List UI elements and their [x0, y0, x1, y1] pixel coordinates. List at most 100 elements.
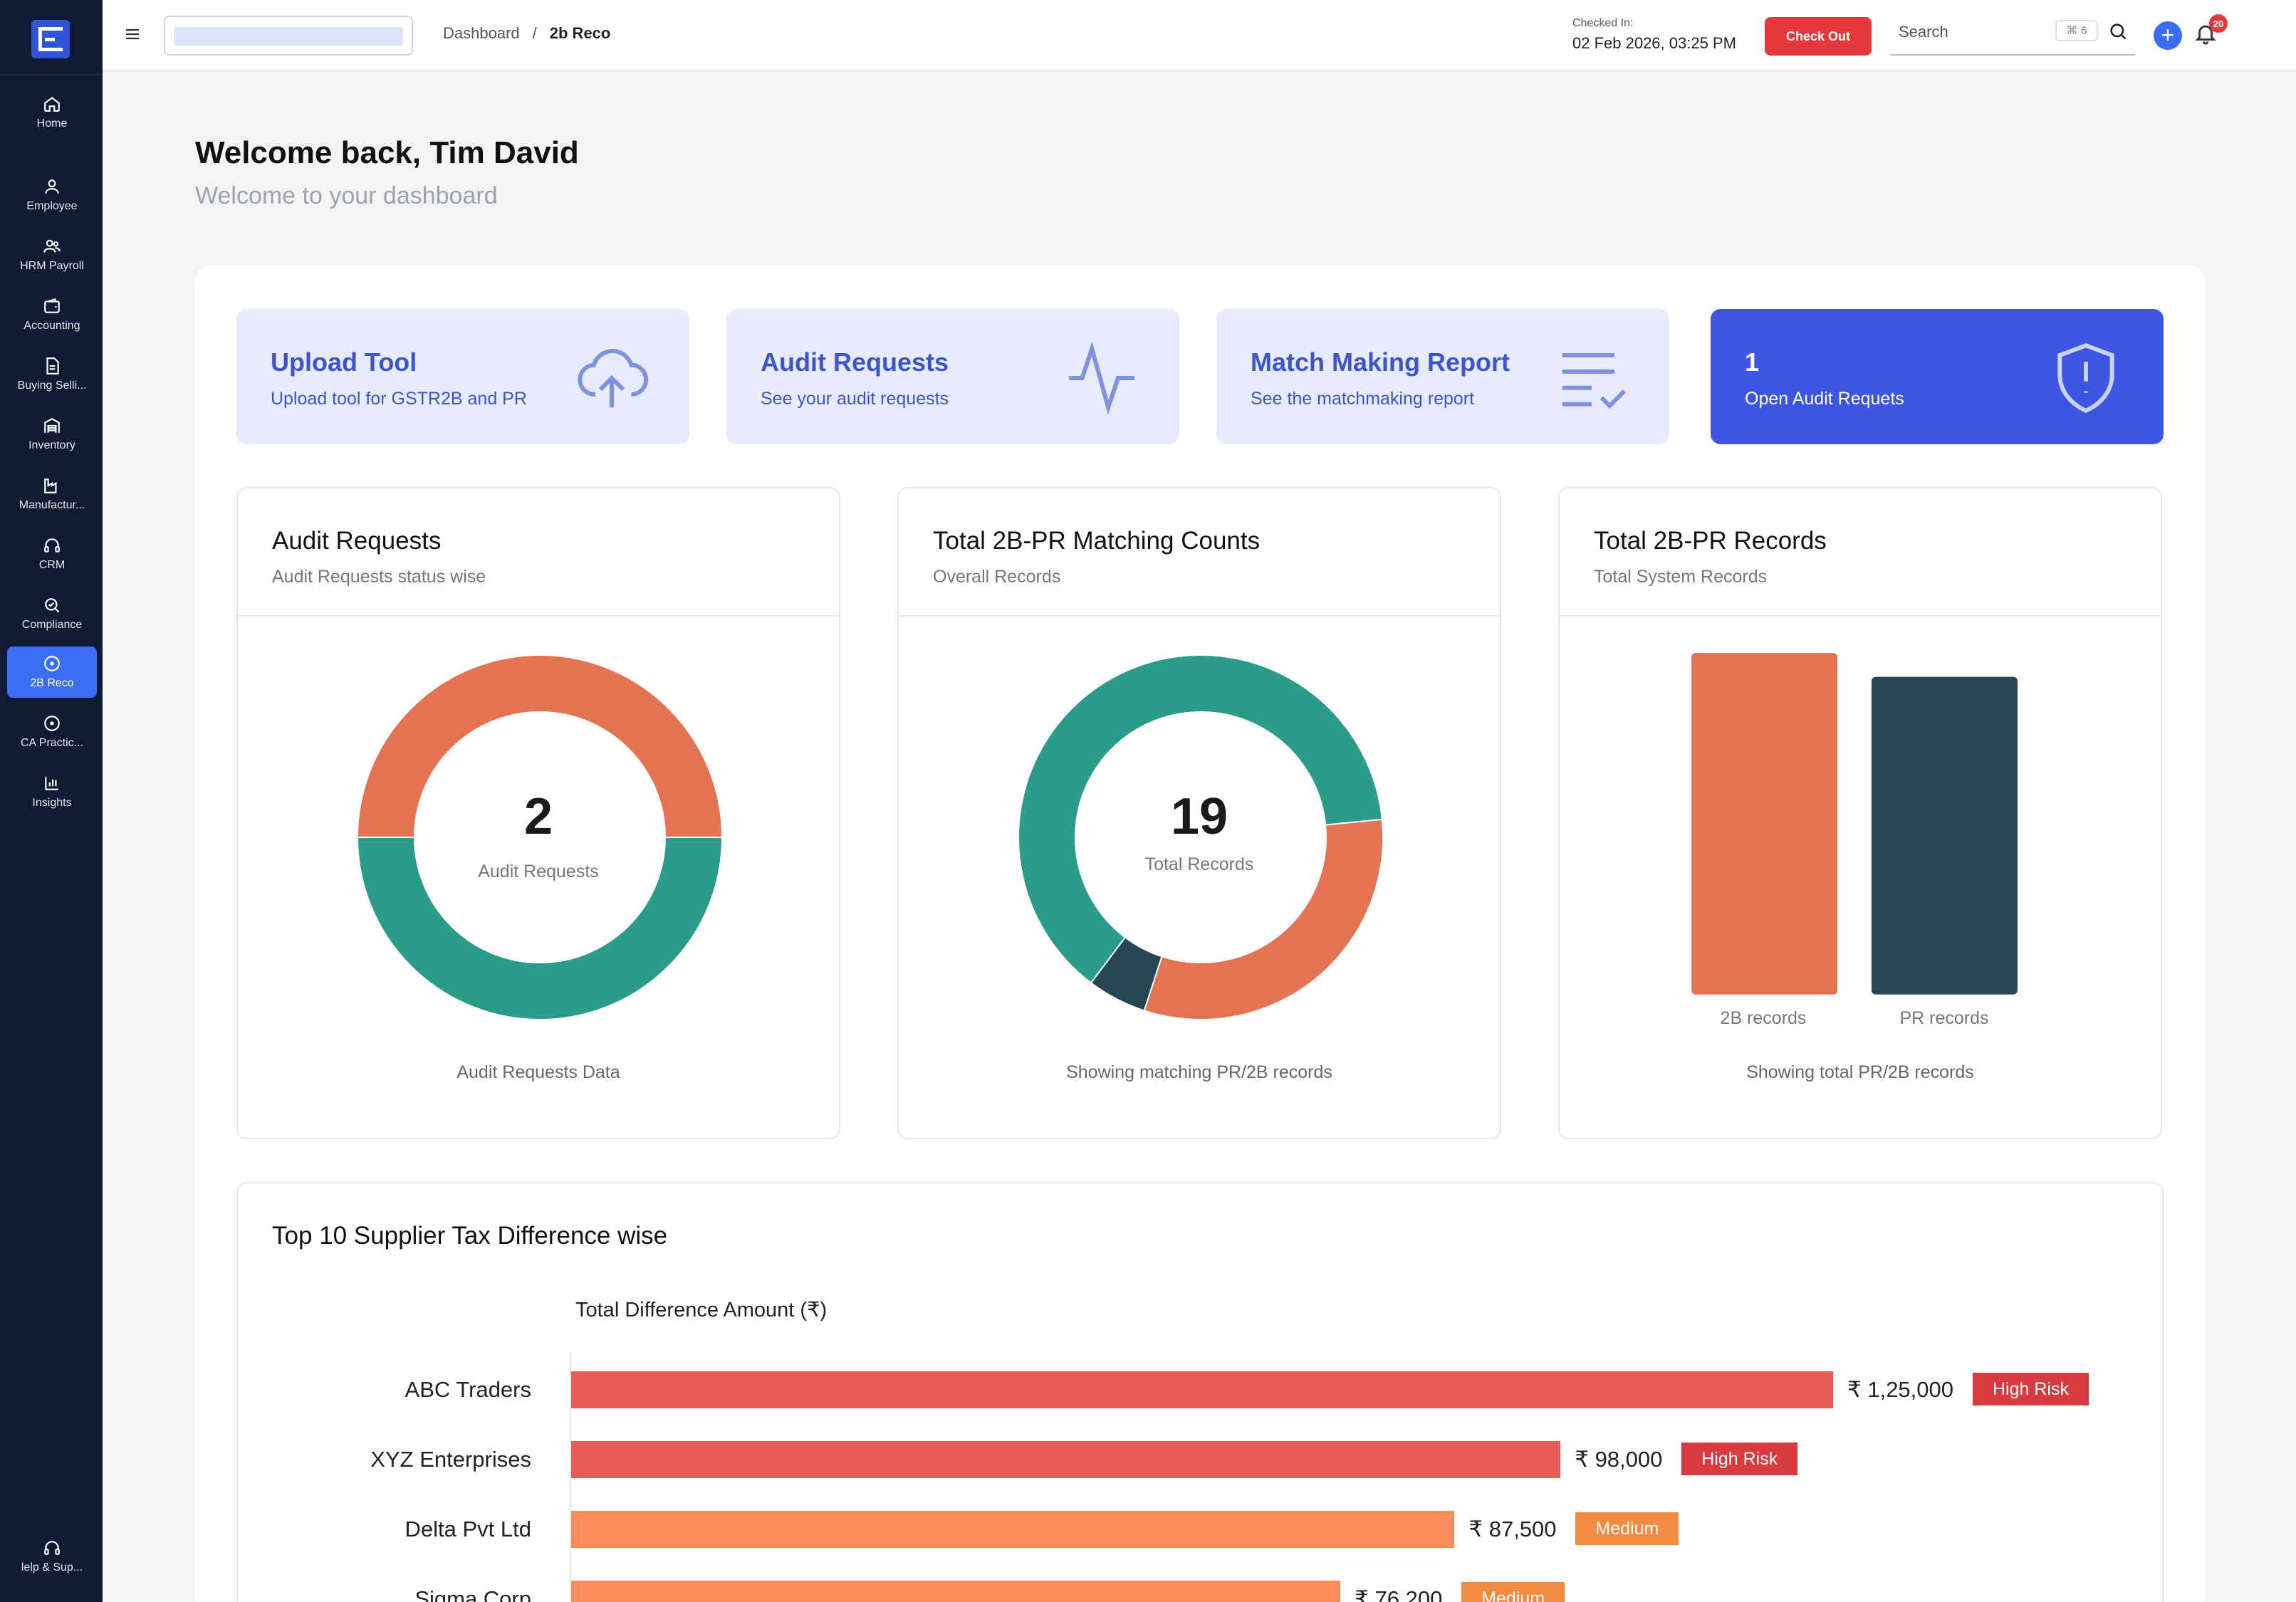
search-icon[interactable]	[2108, 21, 2128, 41]
card-title: Upload Tool	[271, 347, 417, 377]
audit-requests-card[interactable]: Audit Requests See your audit requests	[726, 309, 1179, 444]
card-subtitle: Total System Records	[1594, 567, 1768, 587]
sidebar-item-help-support[interactable]: lelp & Sup...	[7, 1531, 97, 1582]
topbar: Dashboard / 2b Reco Checked In: 02 Feb 2…	[103, 0, 2296, 71]
match-making-report-card[interactable]: Match Making Report See the matchmaking …	[1216, 309, 1669, 444]
card-title: Total 2B-PR Matching Counts	[933, 527, 1261, 555]
sidebar-item-accounting[interactable]: Accounting	[7, 289, 97, 340]
sidebar-item-label: Compliance	[21, 619, 83, 631]
sidebar-item-label: HRM Payroll	[20, 260, 84, 272]
checked-in-time: 02 Feb 2026, 03:25 PM	[1572, 34, 1736, 52]
sidebar-item-label: Manufactur...	[19, 499, 85, 511]
supplier-bar[interactable]	[571, 1581, 1341, 1602]
sidebar-item-manufacturing[interactable]: Manufactur...	[7, 468, 97, 520]
supplier-name: Delta Pvt Ltd	[405, 1517, 531, 1541]
supplier-bar[interactable]	[571, 1441, 1561, 1478]
supplier-amount: ₹ 98,000	[1575, 1447, 1663, 1472]
bell-icon[interactable]	[2193, 21, 2218, 46]
chart-caption: Showing total PR/2B records	[1746, 1062, 1974, 1082]
warehouse-icon	[44, 418, 60, 433]
sidebar: Home Employee HRM Payroll Accounting Buy…	[0, 0, 103, 1602]
open-audit-requests-card[interactable]: 1 Open Audit Requets	[1711, 309, 2164, 444]
app-logo[interactable]	[31, 20, 70, 58]
risk-badge: High Risk	[1681, 1443, 1798, 1475]
open-audit-count: 1	[1745, 347, 1760, 377]
company-selector[interactable]	[164, 16, 413, 56]
circle-dot-icon	[44, 656, 60, 671]
search-input[interactable]: Search ⌘ 6	[1890, 14, 2135, 56]
supplier-bar[interactable]	[571, 1511, 1455, 1548]
list-check-icon	[1562, 352, 1626, 409]
donut-slice[interactable]	[1090, 936, 1163, 1012]
card-subtitle: Audit Requests status wise	[272, 567, 486, 587]
upload-tool-card[interactable]: Upload Tool Upload tool for GSTR2B and P…	[236, 309, 689, 444]
sidebar-item-compliance[interactable]: Compliance	[7, 588, 97, 639]
check-out-button[interactable]: Check Out	[1765, 17, 1872, 56]
donut-slice[interactable]	[1143, 818, 1384, 1020]
shield-alert-icon	[2057, 342, 2114, 414]
card-subtitle: Open Audit Requets	[1745, 389, 1904, 409]
supplier-bar[interactable]	[571, 1371, 1833, 1408]
page-subtitle: Welcome to your dashboard	[195, 182, 498, 209]
search-placeholder: Search	[1899, 23, 1948, 41]
menu-icon[interactable]	[124, 26, 141, 43]
card-title: Audit Requests	[272, 527, 442, 555]
supplier-row: XYZ Enterprises ₹ 98,000 High Risk	[238, 1440, 2162, 1480]
sidebar-item-hrm-payroll[interactable]: HRM Payroll	[7, 229, 97, 281]
sidebar-item-label: CA Practic...	[20, 737, 84, 749]
sidebar-item-label: 2B Reco	[30, 677, 74, 689]
breadcrumb-separator: /	[532, 24, 537, 42]
checked-in-label: Checked In:	[1572, 17, 1634, 29]
bar-pr-records[interactable]	[1871, 676, 2018, 995]
home-icon	[44, 96, 60, 112]
card-title: Top 10 Supplier Tax Difference wise	[272, 1222, 668, 1250]
notification-badge: 20	[2209, 14, 2228, 33]
sidebar-item-label: Accounting	[24, 320, 80, 332]
supplier-amount: ₹ 87,500	[1468, 1517, 1557, 1541]
supplier-name: ABC Traders	[405, 1377, 531, 1402]
sidebar-item-ca-practice[interactable]: CA Practic...	[7, 706, 97, 758]
card-title: Match Making Report	[1251, 347, 1510, 377]
risk-badge: Medium	[1461, 1582, 1565, 1602]
donut-slice[interactable]	[356, 837, 724, 1020]
matching-counts-donut-chart	[1018, 654, 1384, 1020]
risk-badge: Medium	[1575, 1512, 1679, 1545]
records-bar-chart	[1691, 653, 2018, 995]
wallet-icon	[44, 298, 60, 313]
risk-badge: High Risk	[1973, 1373, 2089, 1405]
search-check-icon	[45, 598, 60, 613]
headset-icon	[44, 1541, 60, 1555]
sidebar-divider	[0, 74, 103, 75]
company-selector-value	[174, 27, 403, 46]
activity-icon	[1069, 341, 1134, 415]
sidebar-item-label: Buying Selli...	[17, 379, 87, 392]
sidebar-item-home[interactable]: Home	[7, 87, 97, 138]
donut-slice[interactable]	[356, 654, 724, 838]
search-shortcut: ⌘ 6	[2055, 20, 2098, 41]
breadcrumb-dashboard[interactable]: Dashboard	[443, 24, 520, 42]
sidebar-item-employee[interactable]: Employee	[7, 169, 97, 221]
sidebar-item-crm[interactable]: CRM	[7, 528, 97, 580]
sidebar-item-label: Insights	[32, 797, 72, 809]
audit-requests-chart-card: Audit Requests Audit Requests status wis…	[236, 487, 840, 1139]
card-subtitle: See your audit requests	[761, 389, 949, 409]
sidebar-item-inventory[interactable]: Inventory	[7, 409, 97, 460]
bar-2b-records[interactable]	[1691, 653, 1838, 995]
card-divider	[899, 615, 1500, 617]
supplier-name: Sigma Corp	[414, 1586, 531, 1602]
card-title: Total 2B-PR Records	[1594, 527, 1827, 555]
axis-title: Total Difference Amount (₹)	[575, 1299, 828, 1321]
sidebar-item-2b-reco[interactable]: 2B Reco	[7, 646, 97, 698]
headset-icon	[44, 538, 60, 553]
sidebar-item-label: CRM	[38, 559, 66, 571]
add-button[interactable]: +	[2154, 21, 2182, 50]
top-suppliers-card: Top 10 Supplier Tax Difference wise Tota…	[236, 1182, 2164, 1602]
donut-slice[interactable]	[1018, 654, 1383, 984]
supplier-amount: ₹ 76,200	[1355, 1586, 1443, 1602]
sidebar-item-buying-selling[interactable]: Buying Selli...	[7, 349, 97, 400]
axis-line	[570, 1351, 571, 1602]
user-icon	[45, 179, 59, 194]
supplier-row: ABC Traders ₹ 1,25,000 High Risk	[238, 1370, 2162, 1410]
chart-caption: Showing matching PR/2B records	[1066, 1062, 1332, 1082]
sidebar-item-insights[interactable]: Insights	[7, 766, 97, 817]
